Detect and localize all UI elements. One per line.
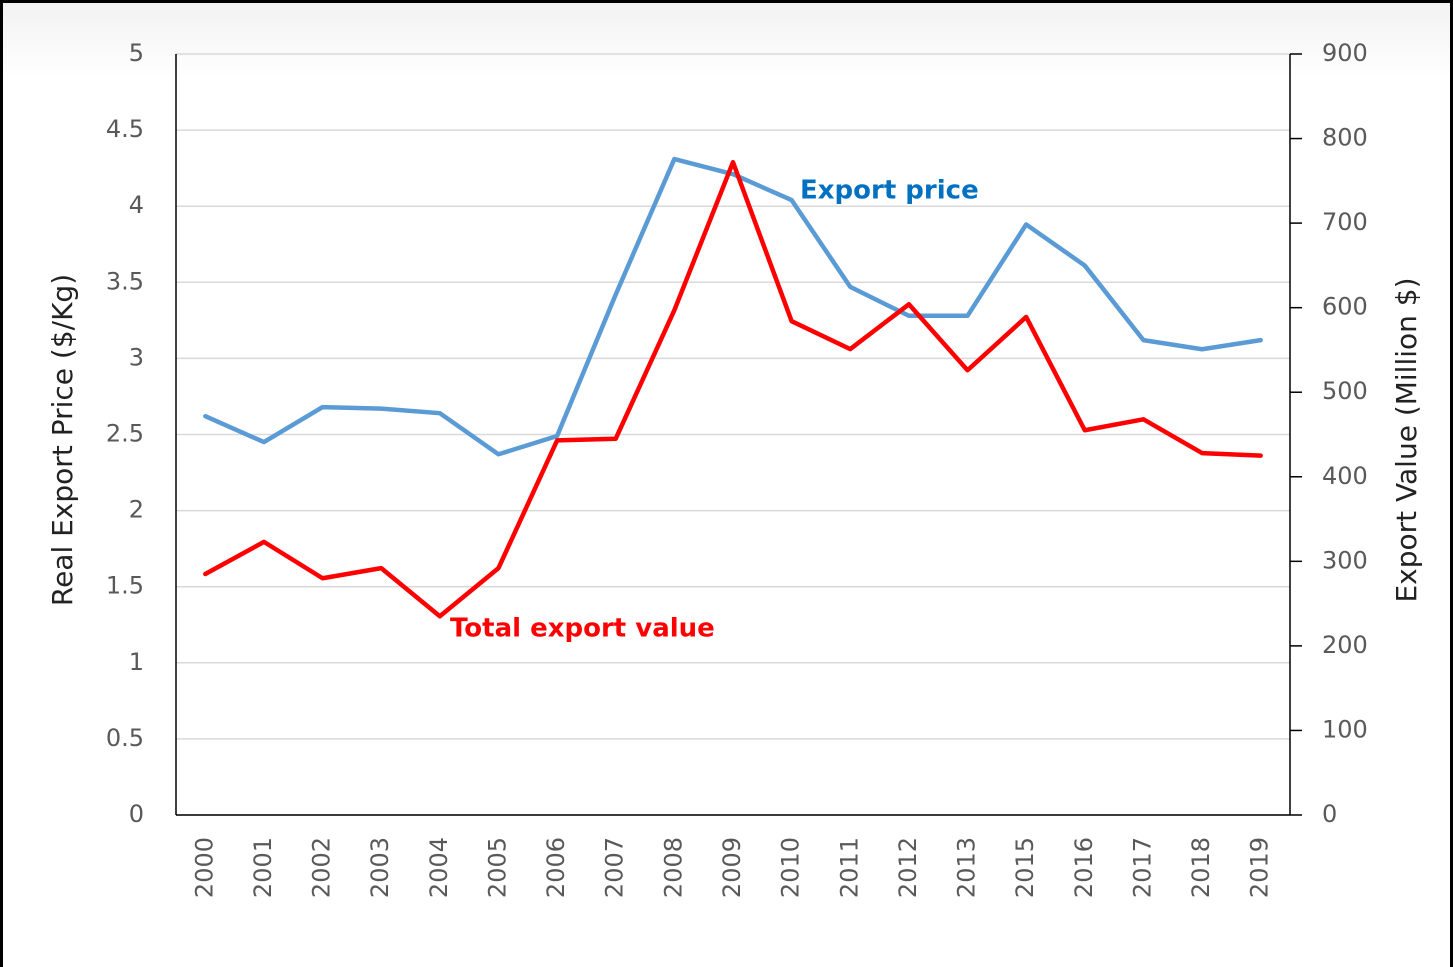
x-tick-label: 2017 bbox=[1128, 837, 1156, 898]
y-tick-label: 0.5 bbox=[106, 724, 144, 752]
y2-tick-label: 700 bbox=[1322, 208, 1368, 236]
y-tick-label: 2.5 bbox=[106, 420, 144, 448]
annotation: Total export value bbox=[450, 614, 715, 644]
y2-tick-label: 300 bbox=[1322, 546, 1368, 574]
y2-tick-label: 500 bbox=[1322, 377, 1368, 405]
y-tick-label: 2 bbox=[129, 496, 144, 524]
y2-tick-label: 900 bbox=[1322, 39, 1368, 67]
x-tick-label: 2016 bbox=[1070, 837, 1098, 898]
y2-tick-label: 600 bbox=[1322, 293, 1368, 321]
x-tick-label: 2004 bbox=[425, 837, 453, 898]
y2-tick-label: 200 bbox=[1322, 631, 1368, 659]
y-tick-label: 4 bbox=[129, 191, 144, 219]
series-line bbox=[203, 156, 1263, 457]
y-tick-label: 4.5 bbox=[106, 115, 144, 143]
x-tick-label: 2009 bbox=[718, 837, 746, 898]
x-tick-label: 2015 bbox=[1011, 837, 1039, 898]
y-tick-label: 1 bbox=[129, 648, 144, 676]
y-tick-label: 5 bbox=[129, 39, 144, 67]
x-tick-label: 2013 bbox=[953, 837, 981, 898]
x-tick-label: 2010 bbox=[777, 837, 805, 898]
x-tick-label: 2018 bbox=[1187, 837, 1215, 898]
x-tick-label: 2019 bbox=[1246, 837, 1274, 898]
x-tick-label: 2011 bbox=[835, 837, 863, 898]
series-line bbox=[203, 159, 1263, 619]
y2-tick-label: 800 bbox=[1322, 124, 1368, 152]
grid bbox=[176, 53, 1290, 816]
x-tick-label: 2012 bbox=[894, 837, 922, 898]
x-tick-label: 2007 bbox=[601, 837, 629, 898]
x-tick-label: 2001 bbox=[249, 837, 277, 898]
x-tick-label: 2006 bbox=[542, 837, 570, 898]
y2-tick-label: 0 bbox=[1322, 800, 1337, 828]
y2-tick-label: 400 bbox=[1322, 462, 1368, 490]
x-tick-label: 2002 bbox=[308, 837, 336, 898]
y-tick-label: 3.5 bbox=[106, 267, 144, 295]
y-tick-label: 3 bbox=[129, 343, 144, 371]
x-tick-label: 2008 bbox=[659, 837, 687, 898]
y2-axis-title: Export Value (Million $) bbox=[1390, 277, 1423, 602]
y-axis-title: Real Export Price ($/Kg) bbox=[46, 274, 79, 606]
x-tick-label: 2005 bbox=[483, 837, 511, 898]
y-tick-label: 1.5 bbox=[106, 572, 144, 600]
annotation: Export price bbox=[800, 176, 979, 206]
y-tick-label: 0 bbox=[129, 800, 144, 828]
y2-tick-label: 100 bbox=[1322, 715, 1368, 743]
x-tick-label: 2000 bbox=[190, 837, 218, 898]
x-tick-label: 2003 bbox=[366, 837, 394, 898]
